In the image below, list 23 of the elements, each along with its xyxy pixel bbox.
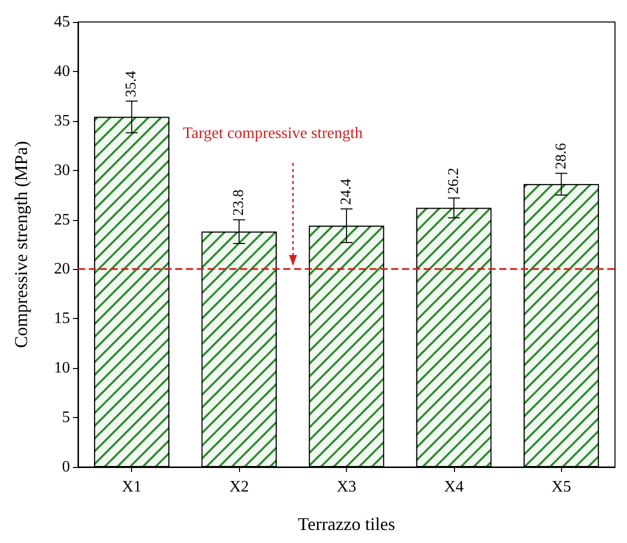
x-axis-title: Terrazzo tiles	[298, 514, 396, 534]
x-tick-label: X2	[229, 478, 249, 496]
x-tick-label: X1	[122, 478, 142, 496]
x-tick-label: X4	[444, 478, 464, 496]
y-tick-label: 45	[54, 14, 70, 30]
y-tick-label: 20	[54, 260, 70, 278]
data-label: 35.4	[124, 70, 140, 98]
data-label: 28.6	[553, 142, 570, 170]
y-tick-label: 35	[54, 112, 70, 130]
y-tick-label: 40	[54, 62, 70, 80]
ref-line-label: Target compressive strength	[182, 125, 363, 144]
y-tick-label: 10	[54, 360, 70, 377]
data-label: 23.8	[231, 190, 248, 216]
y-tick-label: 0	[62, 458, 70, 476]
y-tick-label: 15	[54, 310, 70, 328]
data-label: 26.2	[446, 168, 462, 194]
y-tick-label: 30	[54, 162, 70, 179]
y-axis-title: Compressive strength (MPa)	[11, 141, 31, 348]
y-tick-label: 25	[54, 211, 70, 228]
data-label: 24.4	[338, 178, 354, 205]
x-tick-label: X3	[336, 478, 356, 496]
x-tick-label: X5	[552, 478, 572, 496]
y-tick-label: 5	[62, 409, 70, 426]
